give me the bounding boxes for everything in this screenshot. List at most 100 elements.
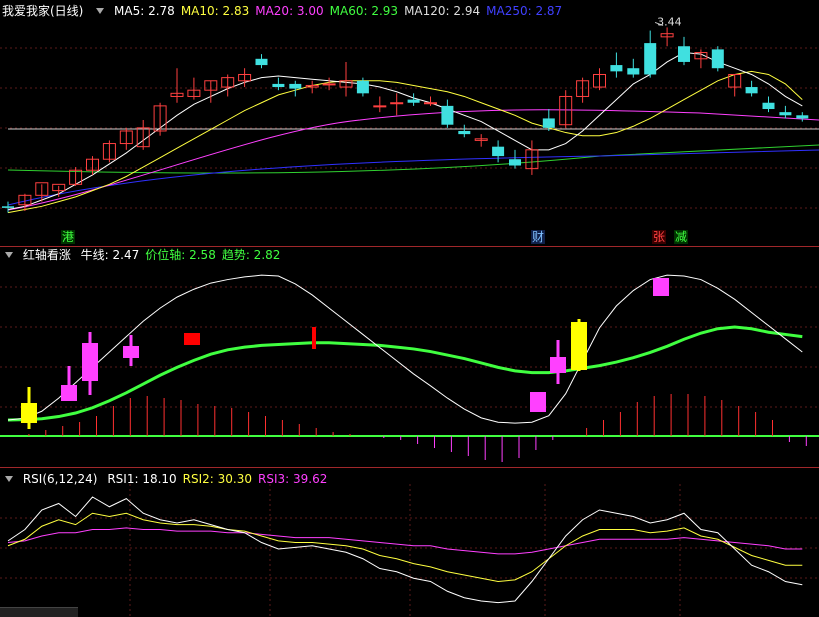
rsi-line-1 (7, 496, 803, 604)
candle-body (86, 158, 99, 171)
event-tag[interactable]: 港 (61, 230, 76, 244)
candle-body (711, 49, 724, 69)
candle-body (542, 118, 555, 128)
rsi-panel[interactable]: RSI(6,12,24) RSI1: 18.10 RSI2: 30.30 RSI3:… (0, 468, 819, 617)
candle-body (525, 149, 539, 170)
candle-body (187, 89, 201, 97)
candle-body (356, 80, 369, 94)
candle-body (322, 83, 336, 86)
high-label: 3.44 (657, 15, 682, 28)
candle-body (339, 80, 353, 88)
candle-body (18, 194, 32, 206)
candle-body (119, 130, 133, 145)
candle-body (390, 102, 404, 105)
candle-body (407, 99, 420, 103)
candle-body (576, 80, 590, 97)
candle-body (441, 105, 454, 125)
legend-item: 价位轴: 2.58 (145, 248, 216, 262)
rsi-legend: RSI1: 18.10 RSI2: 30.30 RSI3: 39.62 (107, 472, 333, 486)
indicator-legend: 牛线: 2.47 价位轴: 2.58 趋势: 2.82 (81, 248, 287, 262)
rsi-chart[interactable] (0, 468, 819, 617)
ma20-line (7, 109, 819, 211)
price-axis-line (7, 325, 803, 422)
indicator-title: 红轴看涨 (22, 248, 71, 262)
candlestick-chart[interactable]: 3.44 (0, 0, 819, 246)
rsi-panel-header: RSI(6,12,24) RSI1: 18.10 RSI2: 30.30 RSI3:… (2, 471, 339, 487)
legend-item: MA60: 2.93 (329, 4, 399, 18)
candle-body (745, 87, 758, 94)
legend-item: MA20: 3.00 (255, 4, 324, 18)
signal-block (550, 357, 566, 373)
candle-body (153, 105, 167, 132)
candle-body (627, 68, 640, 75)
legend-item: MA5: 2.78 (114, 4, 175, 18)
legend-item: MA120: 2.94 (404, 4, 481, 18)
candle-body (678, 46, 690, 62)
signal-block (571, 322, 587, 370)
indicator-panel[interactable]: 红轴看涨 牛线: 2.47 价位轴: 2.58 趋势: 2.82 (0, 247, 819, 467)
signal-block (61, 385, 77, 401)
ma10-line (7, 70, 803, 214)
price-panel[interactable]: 我爱我家(日线) MA5: 2.78 MA10: 2.83 MA20: 3.00 MA… (0, 0, 819, 246)
signal-block (530, 392, 546, 412)
candle-body (728, 73, 742, 88)
candle-body (255, 58, 268, 66)
panel-divider[interactable] (0, 467, 819, 468)
candle-body (559, 95, 573, 126)
candle-body (136, 127, 150, 148)
ma60-line (7, 144, 819, 174)
signal-block (21, 403, 37, 423)
date-scrollbar[interactable] (0, 607, 78, 617)
candle-body (305, 84, 319, 88)
legend-item: RSI1: 18.10 (107, 472, 177, 486)
candle-body (474, 138, 488, 141)
bull-line (7, 274, 803, 424)
candle-body (69, 169, 83, 185)
signal-block (653, 278, 669, 296)
legend-item: MA10: 2.83 (180, 4, 250, 18)
price-panel-header: 我爱我家(日线) MA5: 2.78 MA10: 2.83 MA20: 3.00 MA… (2, 3, 574, 19)
candle-body (610, 65, 623, 72)
rsi-line-2 (7, 512, 803, 583)
legend-item: RSI2: 30.30 (182, 472, 253, 486)
ma5-line (7, 52, 803, 210)
dropdown-triangle-icon[interactable] (5, 476, 13, 482)
candle-body (272, 83, 285, 88)
candle-body (458, 130, 471, 135)
candle-body (509, 159, 521, 166)
signal-block (123, 346, 139, 358)
event-tag[interactable]: 财 (531, 230, 546, 244)
stock-title: 我爱我家(日线) (2, 4, 84, 18)
ma250-line (7, 149, 819, 206)
candle-body (102, 143, 116, 160)
candle-body (779, 112, 792, 116)
candle-body (170, 92, 184, 97)
candle-body (289, 83, 302, 89)
event-tag[interactable]: 张 (652, 230, 667, 244)
candle-body (796, 115, 809, 119)
rsi-title: RSI(6,12,24) (22, 472, 98, 486)
candle-body (35, 182, 49, 196)
dropdown-triangle-icon[interactable] (96, 8, 105, 14)
candle-body (238, 73, 252, 82)
candle-body (424, 102, 437, 105)
legend-item: 趋势: 2.82 (221, 248, 281, 262)
legend-item: 牛线: 2.47 (80, 248, 140, 262)
signal-block (184, 333, 200, 345)
candle-body (221, 77, 235, 88)
candle-body (593, 73, 606, 88)
candle-body (694, 52, 708, 60)
candle-body (644, 43, 657, 75)
indicator-chart[interactable] (0, 247, 819, 467)
candle-body (373, 105, 387, 108)
ma-legend: MA5: 2.78 MA10: 2.83 MA20: 3.00 MA60: 2.93 M… (114, 4, 568, 18)
indicator-panel-header: 红轴看涨 牛线: 2.47 价位轴: 2.58 趋势: 2.82 (2, 247, 292, 263)
dropdown-triangle-icon[interactable] (5, 252, 13, 258)
candle-body (492, 146, 505, 157)
legend-item: RSI3: 39.62 (258, 472, 328, 486)
rsi-line-3 (7, 527, 803, 555)
legend-item: MA250: 2.87 (486, 4, 563, 18)
event-tag[interactable]: 减 (674, 230, 689, 244)
panel-divider[interactable] (0, 246, 819, 247)
signal-block (82, 343, 98, 381)
